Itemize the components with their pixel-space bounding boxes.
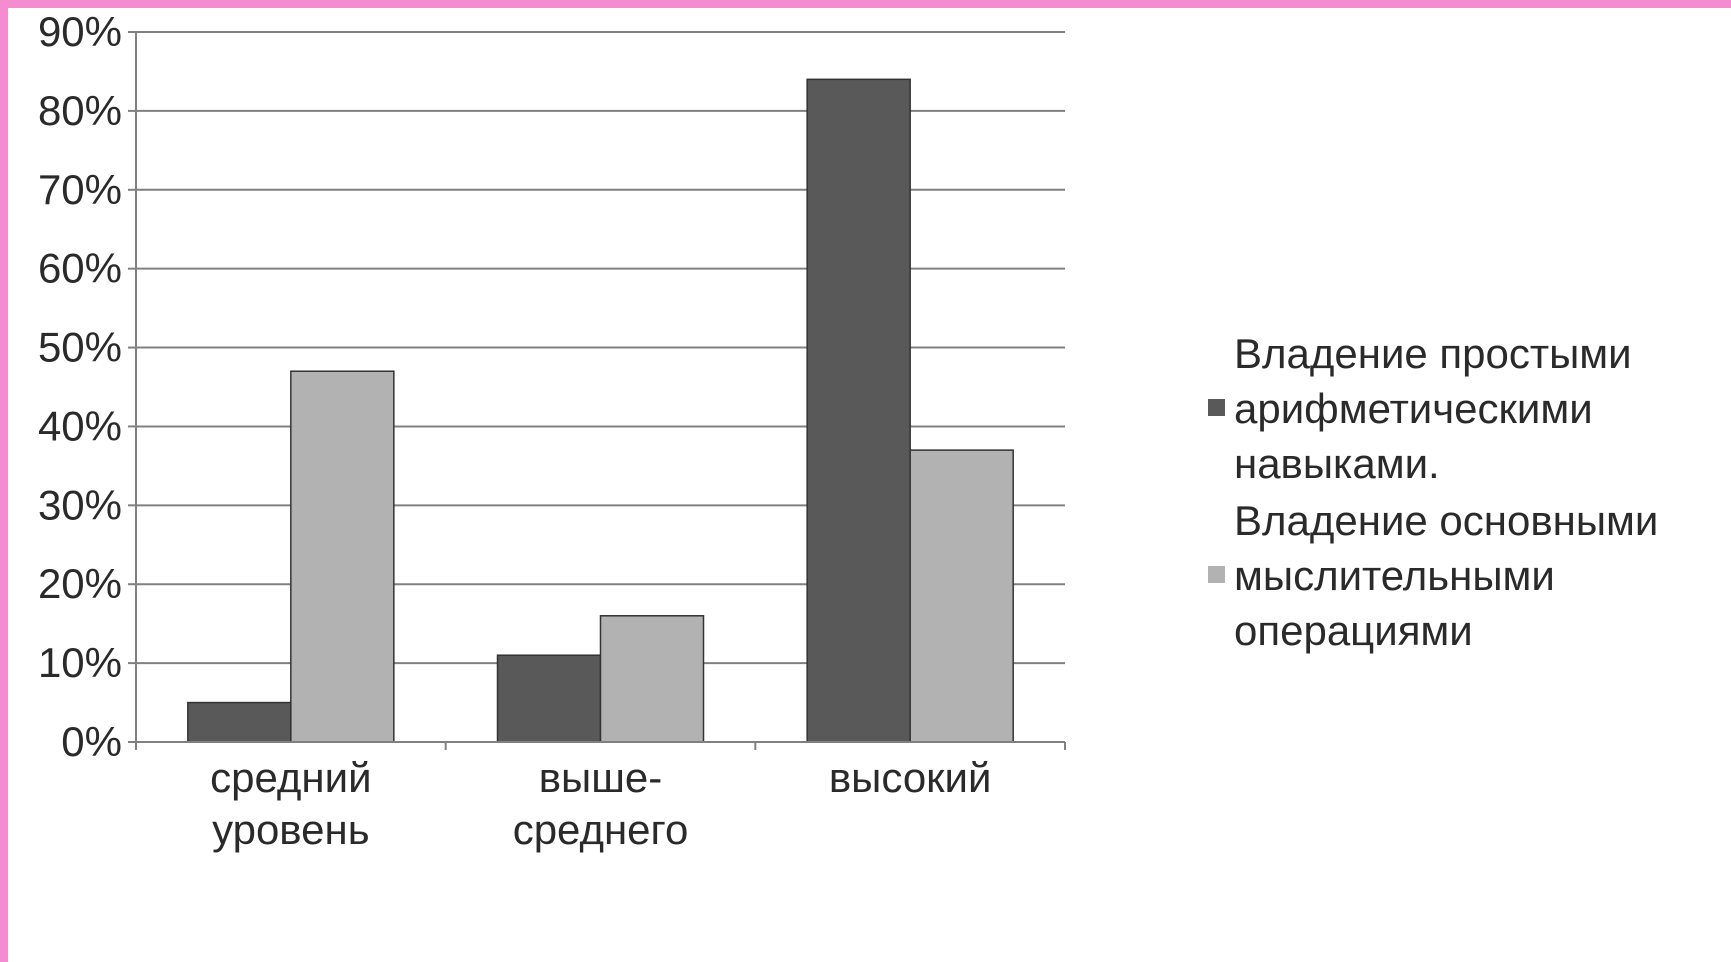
x-category-label: выше-	[539, 754, 663, 801]
y-tick-label: 90%	[38, 8, 122, 55]
bar-series-2-2	[599, 615, 705, 743]
legend-label-line: навыками.	[1234, 440, 1440, 487]
legend-swatch-series-1	[1208, 399, 1225, 416]
bars	[187, 78, 1014, 743]
y-tick-label: 10%	[38, 639, 122, 686]
legend: Владение простыми арифметическими навыка…	[1204, 326, 1724, 660]
x-axis-labels: средний уровень выше-среднего высокий	[210, 754, 991, 853]
legend-swatch-series-2	[1208, 566, 1225, 583]
x-category-label: среднего	[513, 806, 689, 853]
bar-series-2-3	[909, 449, 1014, 743]
y-tick-label: 50%	[38, 324, 122, 371]
x-category-label: уровень	[212, 806, 370, 853]
bar-series-1-3	[806, 78, 911, 743]
chart-frame: 0% 10% 20% 30% 40% 50% 60% 70% 80% 90% средний уро…	[8, 8, 1731, 962]
legend-label-line: Владение простыми	[1234, 330, 1632, 377]
legend-label-line: Владение основными	[1234, 497, 1659, 544]
legend-label-line: операциями	[1234, 607, 1473, 654]
legend-label-line: мыслительными	[1234, 552, 1555, 599]
legend-entry-series-2: Владение основными мыслительными операци…	[1204, 493, 1724, 658]
y-tick-label: 80%	[38, 87, 122, 134]
y-axis-ticks: 0% 10% 20% 30% 40% 50% 60% 70% 80% 90%	[38, 8, 136, 765]
y-tick-label: 0%	[61, 718, 122, 765]
y-tick-label: 60%	[38, 245, 122, 292]
legend-entry-series-1: Владение простыми арифметическими навыка…	[1204, 326, 1724, 491]
y-tick-label: 70%	[38, 166, 122, 213]
bar-series-1-1	[187, 701, 292, 743]
y-tick-label: 20%	[38, 560, 122, 607]
bar-series-2-1	[290, 370, 395, 743]
y-tick-label: 40%	[38, 402, 122, 449]
x-category-label: средний	[210, 754, 371, 801]
bar-chart: 0% 10% 20% 30% 40% 50% 60% 70% 80% 90% средний уро…	[38, 8, 1066, 853]
x-category-label: высокий	[829, 754, 992, 801]
y-tick-label: 30%	[38, 481, 122, 528]
axes	[135, 32, 1066, 750]
bar-series-1-2	[496, 654, 602, 743]
legend-label-line: арифметическими	[1234, 385, 1593, 432]
